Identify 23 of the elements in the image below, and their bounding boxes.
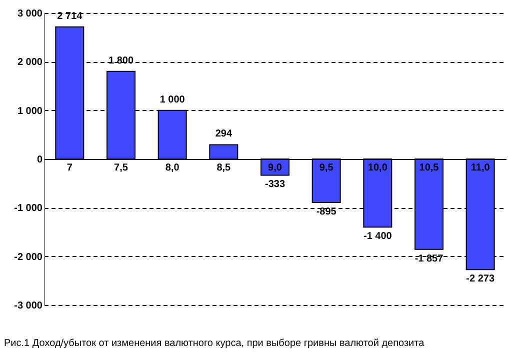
y-tick-label: 0 [36,154,43,166]
x-tick-label: 7 [66,162,73,174]
y-tick-label: 2 000 [17,57,43,68]
y-tick-label: -2 000 [14,252,43,263]
data-label: 1 000 [160,94,186,106]
y-tick-label: 1 000 [17,106,43,117]
x-tick-label: 8,5 [216,162,232,174]
x-tick-label: 8,0 [165,162,180,174]
data-label: -2 273 [466,274,495,285]
x-tick-label: 9,5 [319,162,334,174]
x-tick-label: 10,0 [368,162,388,174]
y-tick-label: 3 000 [17,8,43,20]
x-tick-label: 9,0 [268,162,282,174]
x-tick-label: 11,0 [470,162,490,174]
data-label: -1 400 [363,231,392,242]
data-label: -1 857 [414,253,444,264]
x-tick-label: 10,5 [419,162,440,174]
x-tick-label: 7,5 [114,162,128,174]
data-label: -333 [264,179,286,190]
y-tick-label: -1 000 [14,203,43,214]
text: Рис.1 Доход/убыток от изменения валютного курса, при выборе гривны валютой депозита [4,338,425,349]
y-tick-label: -3 000 [14,300,43,312]
data-label: 294 [215,128,232,140]
